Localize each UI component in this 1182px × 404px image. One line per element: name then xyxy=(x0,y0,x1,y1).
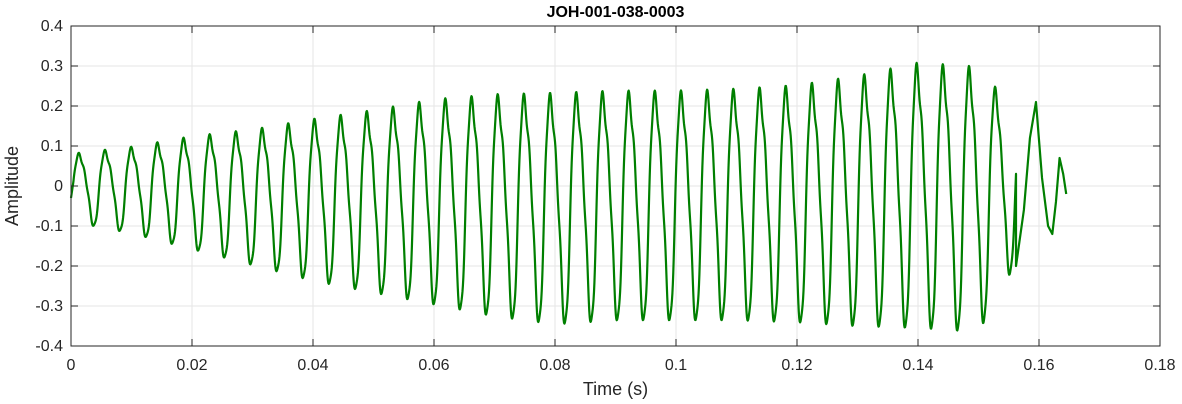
y-tick-label: -0.2 xyxy=(35,258,63,275)
y-tick-label: 0.1 xyxy=(41,138,63,155)
tick-marks xyxy=(70,25,1161,347)
chart-title: JOH-001-038-0003 xyxy=(547,4,685,21)
y-tick-label: -0.3 xyxy=(35,298,63,315)
x-tick-label: 0.12 xyxy=(781,357,812,374)
x-tick-label: 0.02 xyxy=(176,357,207,374)
series-layer xyxy=(69,61,1068,332)
y-axis-title: Amplitude xyxy=(2,146,22,226)
y-tick-label: -0.4 xyxy=(35,338,63,355)
y-tick-label: 0.3 xyxy=(41,58,63,75)
x-tick-label: 0.14 xyxy=(902,357,933,374)
x-tick-label: 0.16 xyxy=(1023,357,1054,374)
y-tick-label: 0 xyxy=(54,178,63,195)
y-tick-label: 0.2 xyxy=(41,98,63,115)
x-tick-label: 0.18 xyxy=(1144,357,1175,374)
waveform-line xyxy=(69,61,1068,332)
x-axis-title: Time (s) xyxy=(583,379,648,399)
y-tick-label: -0.1 xyxy=(35,218,63,235)
x-tick-labels: 0 0.02 0.04 0.06 0.08 0.1 0.12 0.14 0.16 0.18 xyxy=(67,357,1176,374)
x-tick-label: 0.08 xyxy=(539,357,570,374)
x-tick-label: 0.04 xyxy=(297,357,328,374)
y-tick-labels: 0.4 0.3 0.2 0.1 0 -0.1 -0.2 -0.3 -0.4 xyxy=(35,18,63,355)
x-tick-label: 0.1 xyxy=(665,357,687,374)
x-tick-label: 0.06 xyxy=(418,357,449,374)
y-tick-label: 0.4 xyxy=(41,18,63,35)
x-tick-label: 0 xyxy=(67,357,76,374)
